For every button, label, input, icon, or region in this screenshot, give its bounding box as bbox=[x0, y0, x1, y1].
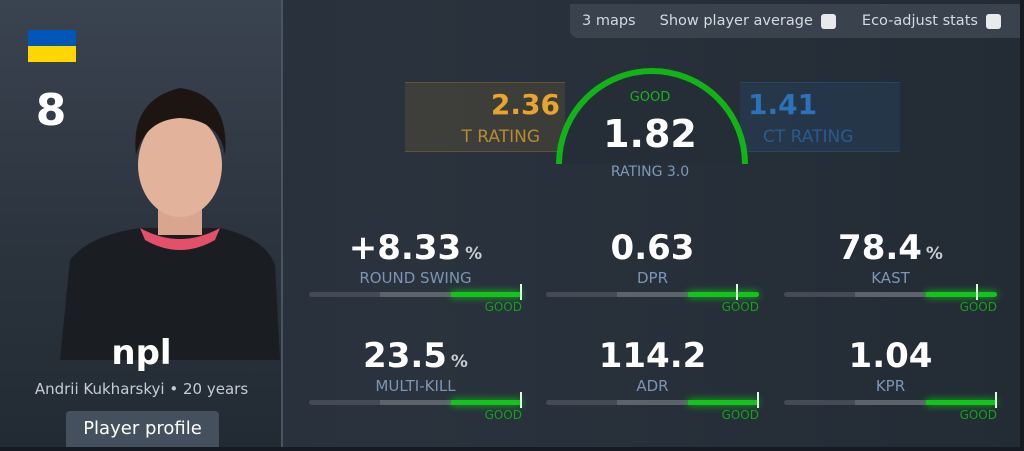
rating-value: 1.82 bbox=[603, 112, 697, 156]
bar-segment-good bbox=[688, 292, 759, 297]
stat-bar bbox=[546, 284, 759, 300]
stat-bar bbox=[309, 284, 522, 300]
bar-segment-low bbox=[546, 400, 617, 405]
stat-verdict: GOOD bbox=[484, 408, 522, 422]
stat-marker bbox=[735, 284, 738, 300]
bar-segment-good bbox=[451, 292, 522, 297]
show-average-checkbox[interactable] bbox=[820, 13, 836, 29]
rating-verdict: GOOD bbox=[629, 90, 671, 105]
stat-label: MULTI-KILL bbox=[375, 377, 456, 395]
stat-verdict: GOOD bbox=[959, 408, 997, 422]
ukraine-flag-icon bbox=[28, 30, 76, 62]
t-rating-value: 2.36 bbox=[490, 88, 560, 121]
options-bar: 3 maps Show player average Eco-adjust st… bbox=[570, 4, 1020, 38]
stat-number: 23.5 bbox=[363, 336, 447, 376]
bar-segment-low bbox=[546, 292, 617, 297]
stat-value: +8.33% bbox=[309, 228, 522, 268]
player-nickname: npl bbox=[111, 333, 172, 373]
real-name: Andrii Kukharskyi bbox=[34, 380, 165, 398]
t-rating-label: T RATING bbox=[461, 127, 540, 147]
eco-adjust-checkbox[interactable] bbox=[985, 13, 1001, 29]
stat-label: KPR bbox=[875, 377, 906, 395]
stat-value: 78.4% bbox=[784, 228, 997, 268]
stat-value: 1.04 bbox=[784, 336, 997, 376]
bar-segment-low bbox=[784, 292, 855, 297]
team-logo-icon[interactable]: 8 bbox=[35, 85, 67, 136]
bar-segment-low bbox=[784, 400, 855, 405]
bar-segment-mid bbox=[855, 292, 926, 297]
stat-marker bbox=[757, 392, 759, 408]
stat-value: 0.63 bbox=[546, 228, 759, 268]
bar-segment-low bbox=[309, 400, 380, 405]
player-photo bbox=[60, 88, 280, 360]
stat-bar bbox=[309, 392, 522, 408]
stat-label: DPR bbox=[636, 269, 669, 287]
stat-label: KAST bbox=[871, 269, 910, 287]
bar-segment-mid bbox=[380, 400, 451, 405]
stat-number: 78.4 bbox=[838, 228, 922, 268]
stat-verdict: GOOD bbox=[721, 408, 759, 422]
stat-value: 114.2 bbox=[546, 336, 759, 376]
ct-rating-band bbox=[740, 82, 900, 152]
maps-count: 3 maps bbox=[582, 13, 636, 29]
bar-segment-low bbox=[309, 292, 380, 297]
stat-number: 114.2 bbox=[598, 336, 707, 376]
show-average-label: Show player average bbox=[659, 13, 813, 29]
stat-adr: 114.2 ADR GOOD bbox=[546, 336, 759, 426]
stat-verdict: GOOD bbox=[959, 300, 997, 314]
stat-verdict: GOOD bbox=[721, 300, 759, 314]
ct-rating-value: 1.41 bbox=[748, 88, 818, 121]
stat-marker bbox=[976, 284, 978, 300]
stat-value: 23.5% bbox=[309, 336, 522, 376]
stat-number: 0.63 bbox=[610, 228, 695, 268]
stat-bar bbox=[784, 284, 997, 300]
age: 20 years bbox=[183, 380, 249, 398]
stat-marker bbox=[995, 392, 997, 408]
stat-unit: % bbox=[465, 244, 483, 264]
stat-number: +8.33 bbox=[348, 228, 462, 268]
stat-verdict: GOOD bbox=[484, 300, 522, 314]
bar-segment-mid bbox=[617, 400, 688, 405]
rating-gauge bbox=[556, 68, 748, 165]
separator: • bbox=[169, 380, 179, 398]
bar-segment-mid bbox=[380, 292, 451, 297]
ct-rating-label: CT RATING bbox=[763, 127, 854, 147]
bar-segment-good bbox=[926, 292, 997, 297]
stat-kast: 78.4% KAST GOOD bbox=[784, 228, 997, 318]
bar-segment-good bbox=[451, 400, 522, 405]
stat-label: ROUND SWING bbox=[359, 269, 472, 287]
stat-label: ADR bbox=[636, 377, 669, 395]
eco-adjust-label: Eco-adjust stats bbox=[861, 13, 978, 29]
stat-number: 1.04 bbox=[848, 336, 933, 376]
stat-kpr: 1.04 KPR GOOD bbox=[784, 336, 997, 426]
stat-dpr: 0.63 DPR GOOD bbox=[546, 228, 759, 318]
stat-unit: % bbox=[925, 244, 943, 264]
rating-label: RATING 3.0 bbox=[610, 164, 690, 180]
stat-bar bbox=[546, 392, 759, 408]
stat-marker bbox=[520, 392, 522, 408]
stat-unit: % bbox=[450, 352, 468, 372]
stat-multi-kill: 23.5% MULTI-KILL GOOD bbox=[309, 336, 522, 426]
player-info: Andrii Kukharskyi • 20 years bbox=[0, 380, 283, 398]
bar-segment-good bbox=[688, 400, 759, 405]
stat-round-swing: +8.33% ROUND SWING GOOD bbox=[309, 228, 522, 318]
bar-segment-mid bbox=[855, 400, 926, 405]
bar-segment-mid bbox=[617, 292, 688, 297]
player-profile-button[interactable]: Player profile bbox=[66, 411, 219, 447]
stat-bar bbox=[784, 392, 997, 408]
stat-marker bbox=[520, 284, 522, 300]
bar-segment-good bbox=[926, 400, 997, 405]
player-panel: 8 npl Andrii Kukharskyi • 20 years Playe… bbox=[0, 0, 283, 447]
t-rating-band bbox=[405, 82, 565, 152]
